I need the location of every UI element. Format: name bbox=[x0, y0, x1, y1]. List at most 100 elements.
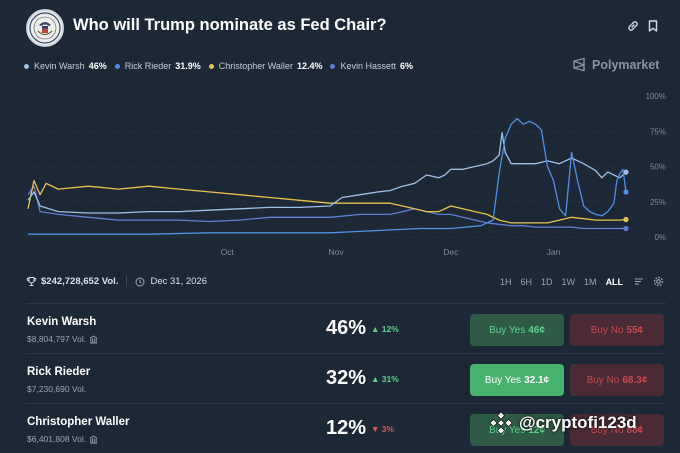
legend-pct: 12.4% bbox=[296, 61, 323, 71]
series-line-christopher-waller bbox=[27, 179, 627, 224]
legend-dot bbox=[208, 63, 214, 69]
buy-yes-price: 46¢ bbox=[528, 324, 545, 336]
outcome-change: ▲ 12% bbox=[371, 324, 399, 334]
buy-no-label: Buy No bbox=[586, 374, 620, 386]
outcome-probability: 32% bbox=[326, 367, 367, 389]
range-1m[interactable]: 1M bbox=[584, 276, 597, 287]
price-chart[interactable]: 100% 75% 50% 25% 0% Oct Nov Dec Jan bbox=[0, 84, 680, 264]
series-line-kevin-warsh bbox=[27, 132, 627, 214]
range-1d[interactable]: 1D bbox=[541, 276, 553, 287]
legend-name: Christopher Waller bbox=[218, 61, 293, 71]
buy-yes-button[interactable]: Buy Yes 46¢ bbox=[470, 314, 564, 346]
info-building-icon bbox=[89, 334, 98, 343]
outcome-name: Christopher Waller bbox=[27, 416, 130, 428]
divider bbox=[26, 353, 666, 354]
buy-yes-button[interactable]: Buy Yes 12¢ bbox=[470, 414, 564, 446]
outcome-name: Rick Rieder bbox=[27, 366, 91, 378]
divider bbox=[26, 403, 666, 404]
outcome-row[interactable]: Christopher Waller $6,401,808 Vol. 12% ▼… bbox=[0, 404, 680, 453]
trophy-icon bbox=[26, 277, 37, 286]
filter-lines-icon[interactable] bbox=[634, 276, 645, 287]
outcome-row[interactable]: Rick Rieder $7,230,690 Vol. 32% ▲ 31% Bu… bbox=[0, 354, 680, 404]
range-6h[interactable]: 6H bbox=[520, 276, 533, 287]
clock-icon bbox=[135, 277, 145, 286]
change-value: 12% bbox=[381, 324, 399, 334]
chart-legend: Kevin Warsh 46% Rick Rieder 31.9% Christ… bbox=[24, 59, 421, 73]
series-end-point bbox=[623, 189, 629, 195]
outcome-probability: 46% bbox=[326, 317, 367, 339]
outcome-volume-text: $6,401,808 Vol. bbox=[27, 434, 87, 444]
series-line-rick-rieder bbox=[28, 117, 627, 235]
legend-item: Christopher Waller 12.4% bbox=[208, 61, 323, 71]
buy-no-button[interactable]: Buy No 88¢ bbox=[570, 414, 664, 446]
legend-dot bbox=[114, 63, 120, 69]
end-date: Dec 31, 2026 bbox=[150, 276, 207, 287]
time-range-selector: 1H 6H 1D 1W 1M ALL bbox=[500, 276, 664, 287]
range-1w[interactable]: 1W bbox=[561, 276, 576, 287]
legend-name: Kevin Hassett bbox=[340, 61, 397, 71]
outcome-name: Kevin Warsh bbox=[27, 316, 97, 328]
legend-pct: 46% bbox=[88, 61, 107, 71]
series-end-point bbox=[623, 216, 629, 223]
settings-gear-icon[interactable] bbox=[653, 276, 664, 287]
bookmark-icon[interactable] bbox=[646, 19, 660, 33]
divider bbox=[26, 303, 666, 304]
outcome-row[interactable]: Kevin Warsh $8,804,797 Vol. 46% ▲ 12% Bu… bbox=[0, 304, 680, 354]
x-tick-label: Oct bbox=[221, 247, 235, 257]
legend-dot bbox=[24, 63, 29, 69]
range-all[interactable]: ALL bbox=[605, 276, 624, 287]
y-tick-label: 75% bbox=[650, 127, 666, 136]
polymarket-icon bbox=[573, 57, 585, 72]
outcome-volume: $8,804,797 Vol. bbox=[27, 334, 98, 344]
y-tick-label: 0% bbox=[654, 233, 666, 242]
outcome-change: ▼ 3% bbox=[371, 424, 394, 434]
buy-no-button[interactable]: Buy No 68.3¢ bbox=[570, 364, 664, 396]
change-up-icon: ▲ bbox=[371, 374, 380, 384]
legend-item: Kevin Warsh 46% bbox=[24, 61, 107, 71]
change-down-icon: ▼ bbox=[371, 424, 380, 434]
change-value: 3% bbox=[381, 424, 395, 434]
watermark-text: @cryptofi123d bbox=[519, 413, 637, 432]
market-stats: $242,728,652 Vol. Dec 31, 2026 bbox=[26, 276, 207, 287]
total-volume: $242,728,652 Vol. bbox=[41, 276, 119, 287]
brand-name: Polymarket bbox=[592, 57, 660, 72]
x-tick-label: Nov bbox=[328, 247, 344, 257]
buy-no-price: 55¢ bbox=[626, 324, 644, 336]
change-value: 31% bbox=[381, 374, 399, 384]
legend-item: Kevin Hassett 6% bbox=[330, 61, 413, 71]
range-1h[interactable]: 1H bbox=[500, 276, 512, 287]
info-building-icon bbox=[89, 434, 98, 443]
binance-logo-icon bbox=[489, 411, 513, 435]
page-title: Who will Trump nominate as Fed Chair? bbox=[73, 16, 387, 34]
link-icon[interactable] bbox=[626, 19, 640, 33]
buy-yes-label: Buy Yes bbox=[489, 424, 526, 436]
polymarket-logo[interactable]: Polymarket bbox=[572, 57, 659, 72]
buy-yes-label: Buy Yes bbox=[489, 324, 526, 336]
legend-name: Kevin Warsh bbox=[34, 61, 85, 71]
buy-no-price: 68.3¢ bbox=[622, 374, 648, 386]
change-up-icon: ▲ bbox=[371, 324, 380, 334]
watermark: @cryptofi123d bbox=[489, 411, 637, 435]
y-tick-label: 25% bbox=[650, 198, 666, 207]
outcome-probability: 12% bbox=[326, 417, 367, 439]
divider bbox=[126, 276, 128, 287]
y-tick-label: 50% bbox=[650, 163, 666, 172]
legend-item: Rick Rieder 31.9% bbox=[114, 61, 201, 71]
outcome-volume-text: $7,230,690 Vol. bbox=[27, 384, 87, 394]
buy-yes-price: 12¢ bbox=[528, 424, 545, 436]
buy-yes-label: Buy Yes bbox=[484, 374, 522, 386]
outcome-volume: $7,230,690 Vol. bbox=[27, 384, 86, 394]
buy-no-button[interactable]: Buy No 55¢ bbox=[570, 314, 664, 346]
federal-reserve-seal-icon bbox=[26, 9, 64, 47]
buy-yes-button[interactable]: Buy Yes 32.1¢ bbox=[470, 364, 564, 396]
outcome-volume-text: $8,804,797 Vol. bbox=[27, 334, 87, 344]
legend-dot bbox=[330, 63, 336, 69]
x-tick-label: Jan bbox=[547, 247, 561, 257]
legend-pct: 6% bbox=[400, 61, 414, 71]
legend-name: Rick Rieder bbox=[124, 61, 172, 71]
outcome-change: ▲ 31% bbox=[371, 374, 399, 384]
buy-yes-price: 32.1¢ bbox=[524, 374, 550, 386]
buy-no-label: Buy No bbox=[590, 324, 624, 336]
buy-no-price: 88¢ bbox=[626, 424, 644, 436]
series-end-point bbox=[623, 169, 629, 175]
